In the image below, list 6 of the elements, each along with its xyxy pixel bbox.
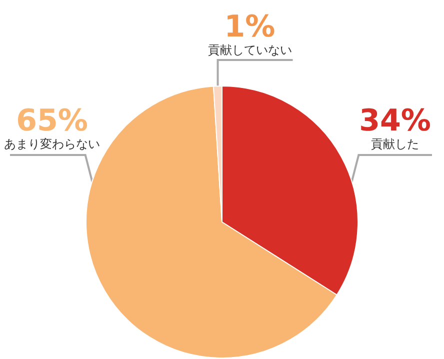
data-label: 34% bbox=[359, 104, 431, 138]
slice-label: あまり変わらない bbox=[4, 137, 100, 151]
data-label: 1% bbox=[224, 10, 276, 44]
slice-label: 貢献した bbox=[371, 137, 419, 151]
data-label: 65% bbox=[16, 104, 88, 138]
slice-label: 貢献していない bbox=[208, 43, 292, 57]
